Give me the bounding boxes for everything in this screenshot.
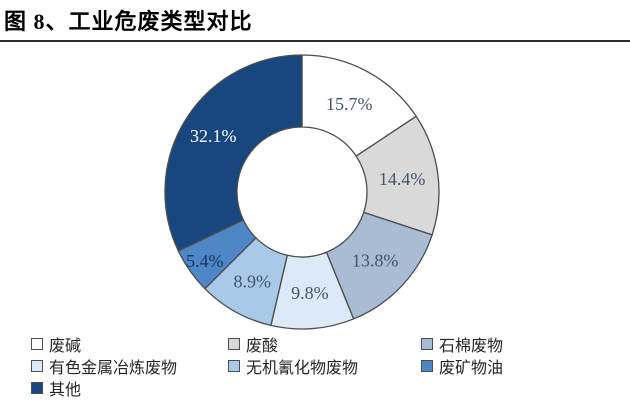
legend-swatch-icon (31, 360, 43, 372)
legend-swatch-icon (421, 360, 433, 372)
legend-swatch-icon (228, 360, 240, 372)
legend-label: 石棉废物 (439, 338, 504, 355)
slice-label-1: 14.4% (379, 169, 426, 189)
legend-item-1: 废酸 (228, 332, 421, 356)
legend-label: 无机氰化物废物 (246, 360, 359, 377)
legend-item-4: 无机氰化物废物 (228, 354, 421, 378)
legend-swatch-icon (228, 338, 240, 350)
title-divider (0, 40, 630, 42)
slice-label-4: 8.9% (234, 271, 272, 291)
slice-label-0: 15.7% (326, 94, 373, 114)
legend-swatch-icon (421, 338, 433, 350)
slice-label-5: 5.4% (186, 251, 224, 271)
legend-label: 废酸 (246, 338, 279, 355)
legend-item-5: 废矿物油 (421, 354, 503, 378)
chart-legend: 废碱 废酸 石棉废物有色金属冶炼废物 无机氰化物废物 废矿物油其他 (31, 333, 503, 399)
legend-label: 废碱 (49, 338, 82, 355)
legend-label: 其他 (49, 382, 82, 399)
legend-item-0: 废碱 (31, 332, 228, 356)
donut-slice-6 (164, 54, 303, 252)
slice-label-6: 32.1% (190, 126, 237, 146)
slice-label-2: 13.8% (352, 251, 399, 271)
legend-item-2: 石棉废物 (421, 332, 503, 356)
figure-title: 图 8、工业危废类型对比 (4, 9, 253, 34)
legend-item-6: 其他 (31, 376, 228, 400)
slice-label-3: 9.8% (291, 283, 329, 303)
legend-swatch-icon (31, 382, 43, 394)
legend-label: 废矿物油 (439, 360, 504, 377)
legend-swatch-icon (31, 338, 43, 350)
legend-label: 有色金属冶炼废物 (49, 360, 178, 377)
legend-item-3: 有色金属冶炼废物 (31, 354, 228, 378)
